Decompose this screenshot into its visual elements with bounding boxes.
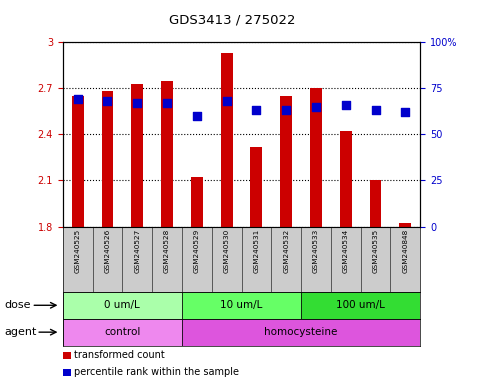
Text: GSM240534: GSM240534 [343,228,349,273]
Bar [182,319,420,346]
Point [223,98,230,104]
Text: GSM240525: GSM240525 [75,228,81,273]
Point [253,108,260,114]
Point [401,109,409,115]
Point [342,102,350,108]
Bar [340,131,352,227]
Bar [369,180,382,227]
Point [104,98,112,104]
Bar [280,96,292,227]
Bar [301,292,420,319]
Bar [221,53,233,227]
Text: GSM240535: GSM240535 [372,228,379,273]
Point [372,108,380,114]
Bar [63,292,182,319]
Text: GSM240533: GSM240533 [313,228,319,273]
Text: GSM240530: GSM240530 [224,228,229,273]
Text: dose: dose [5,300,31,310]
Bar [251,147,262,227]
Bar [131,84,143,227]
Text: agent: agent [5,327,37,337]
Bar [101,91,114,227]
Text: GSM240848: GSM240848 [402,228,408,273]
Bar [161,81,173,227]
Text: GSM240531: GSM240531 [254,228,259,273]
Text: GSM240527: GSM240527 [134,228,140,273]
Point [133,100,141,106]
Point [74,96,82,103]
Point [193,113,201,119]
Bar [310,88,322,227]
Bar [191,177,203,227]
Point [163,100,171,106]
Text: GSM240526: GSM240526 [104,228,111,273]
Text: control: control [104,327,141,337]
Bar [182,292,301,319]
Point [282,108,290,114]
Text: percentile rank within the sample: percentile rank within the sample [74,367,240,377]
Text: GDS3413 / 275022: GDS3413 / 275022 [169,13,295,26]
Bar [63,319,182,346]
Text: 0 um/L: 0 um/L [104,300,140,310]
Bar [399,223,412,227]
Text: GSM240529: GSM240529 [194,228,200,273]
Text: homocysteine: homocysteine [264,327,338,337]
Text: GSM240528: GSM240528 [164,228,170,273]
Point [312,104,320,110]
Text: GSM240532: GSM240532 [283,228,289,273]
Text: transformed count: transformed count [74,350,165,360]
Text: 100 um/L: 100 um/L [336,300,385,310]
Bar [72,96,84,227]
Text: 10 um/L: 10 um/L [220,300,263,310]
